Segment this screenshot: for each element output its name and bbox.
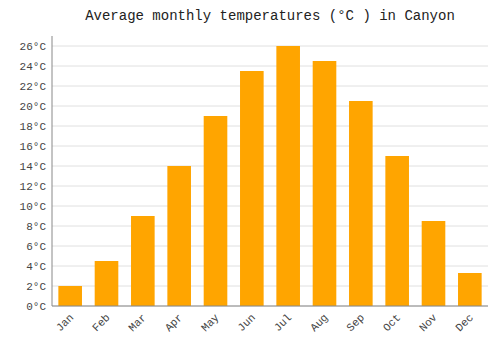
bar [385,156,409,306]
y-tick-label: 12°C [20,181,47,193]
grid-line [52,86,488,87]
chart: Average monthly temperatures (°C ) in Ca… [0,0,500,350]
y-tick-label: 2°C [26,281,46,293]
y-tick-label: 4°C [26,261,46,273]
y-tick-label: 14°C [20,161,47,173]
bar [167,166,191,306]
bar [313,61,337,306]
bar [131,216,155,306]
x-tick-labels: Jan Feb Mar Apr May Jun Jul Aug Sep Oct Nov Dec [54,311,476,334]
bars [58,46,481,306]
y-tick-label: 16°C [20,141,47,153]
x-tick-label: Apr [163,312,185,334]
y-tick-label: 10°C [20,201,47,213]
bar [95,261,119,306]
grid-line [52,46,488,47]
bar [458,273,482,306]
y-tick-label: 8°C [26,221,46,233]
grid-line [52,206,488,207]
x-tick-label: Jul [272,312,294,334]
y-tick-label: 6°C [26,241,46,253]
x-tick-label: Sep [344,312,366,334]
y-axis-line [52,36,53,306]
y-tick-label: 26°C [20,41,47,53]
bar [58,286,82,306]
grid-line [52,146,488,147]
x-axis-line [52,306,488,307]
bar [240,71,264,306]
grid-line [52,126,488,127]
grid-line [52,186,488,187]
y-tick-labels: 0°C 2°C 4°C 6°C 8°C 10°C 12°C 14°C 16°C 18°C 20°C 2… [20,41,47,313]
x-tick-label: Jun [235,312,257,334]
y-tick-label: 0°C [26,301,46,313]
bar [422,221,446,306]
x-tick-label: Oct [381,312,403,334]
grid-line [52,306,488,307]
bar [276,46,300,306]
y-tick-label: 24°C [20,61,47,73]
bar [349,101,373,306]
x-tick-label: Mar [126,312,148,334]
chart-container: Average monthly temperatures (°C ) in Ca… [0,0,500,350]
bar [204,116,228,306]
grid-line [52,166,488,167]
x-tick-label: Aug [308,312,330,334]
x-tick-label: May [199,311,222,334]
grid-line [52,66,488,67]
title: Average monthly temperatures (°C ) in Ca… [85,8,455,24]
y-tick-label: 22°C [20,81,47,93]
x-tick-label: Dec [453,312,475,334]
y-tick-label: 20°C [20,101,47,113]
x-tick-label: Jan [54,312,76,334]
grid-line [52,106,488,107]
y-tick-label: 18°C [20,121,47,133]
x-tick-label: Nov [417,311,440,334]
grid [52,46,488,306]
x-tick-label: Feb [90,312,112,334]
